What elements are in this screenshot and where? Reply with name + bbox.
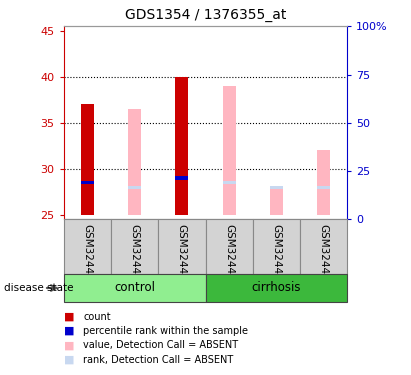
Text: GSM32440: GSM32440: [82, 224, 92, 280]
Text: ■: ■: [64, 340, 74, 350]
Text: value, Detection Call = ABSENT: value, Detection Call = ABSENT: [83, 340, 238, 350]
Bar: [175, 77, 189, 215]
Title: GDS1354 / 1376355_at: GDS1354 / 1376355_at: [125, 9, 286, 22]
Bar: [81, 181, 94, 184]
Bar: [128, 109, 141, 215]
Text: percentile rank within the sample: percentile rank within the sample: [83, 326, 248, 336]
Bar: [270, 187, 283, 215]
Bar: [128, 186, 141, 189]
Bar: [270, 186, 283, 189]
Text: rank, Detection Call = ABSENT: rank, Detection Call = ABSENT: [83, 355, 234, 364]
Bar: [64, 219, 111, 274]
Text: count: count: [83, 312, 111, 322]
Bar: [81, 104, 94, 215]
Text: cirrhosis: cirrhosis: [252, 281, 301, 294]
Bar: [158, 219, 206, 274]
Bar: [222, 86, 236, 215]
Bar: [206, 274, 347, 302]
Text: disease state: disease state: [4, 283, 74, 293]
Bar: [175, 176, 189, 180]
Text: GSM32441: GSM32441: [129, 224, 140, 280]
Text: ■: ■: [64, 312, 74, 322]
Text: ■: ■: [64, 355, 74, 364]
Bar: [253, 219, 300, 274]
Text: GSM32442: GSM32442: [177, 224, 187, 280]
Text: GSM32445: GSM32445: [319, 224, 329, 280]
Bar: [222, 181, 236, 184]
Text: GSM32443: GSM32443: [224, 224, 234, 280]
Bar: [300, 219, 347, 274]
Bar: [64, 274, 206, 302]
Bar: [317, 186, 330, 189]
Bar: [317, 150, 330, 215]
Bar: [111, 219, 158, 274]
Text: control: control: [114, 281, 155, 294]
Text: GSM32444: GSM32444: [271, 224, 282, 280]
Text: ■: ■: [64, 326, 74, 336]
Bar: [206, 219, 253, 274]
